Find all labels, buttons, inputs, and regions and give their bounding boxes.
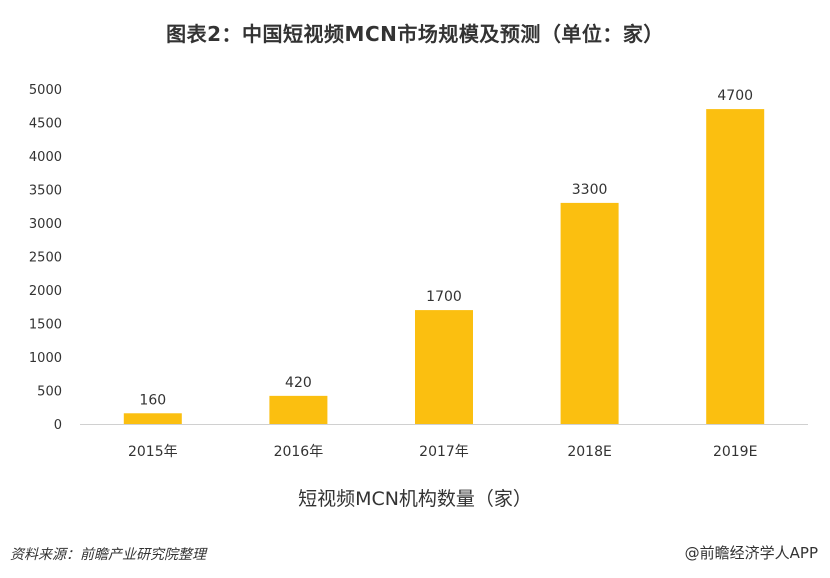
- bar-value-label: 1700: [426, 289, 462, 305]
- bar: [560, 202, 619, 424]
- x-tick-label: 2016年: [274, 444, 324, 460]
- y-tick-label: 3000: [29, 217, 62, 232]
- x-tick-label: 2018E: [567, 444, 611, 460]
- chart-title: 图表2：中国短视频MCN市场规模及预测（单位：家）: [166, 22, 664, 46]
- x-tick-label: 2017年: [419, 444, 469, 460]
- y-tick-label: 1000: [29, 351, 62, 366]
- source-note: 资料来源：前瞻产业研究院整理: [10, 547, 206, 563]
- y-tick-label: 3500: [29, 184, 62, 199]
- bar-chart: 0 500 1000 1500 2000 2500 3000 3500 4000 4500 5000…: [29, 83, 808, 460]
- bar: [415, 310, 473, 424]
- y-axis: 0 500 1000 1500 2000 2500 3000 3500 4000 4500 5000: [29, 83, 62, 433]
- credit-note: @前瞻经济学人APP: [684, 544, 818, 562]
- bar: [123, 413, 182, 424]
- y-tick-label: 4500: [29, 117, 62, 132]
- bars: 160 420 1700 3300 4700: [123, 88, 765, 424]
- x-tick-label: 2019E: [713, 444, 757, 460]
- y-tick-label: 5000: [29, 83, 62, 98]
- x-tick-label: 2015年: [128, 444, 178, 460]
- bar-value-label: 420: [285, 375, 312, 391]
- bar: [269, 395, 328, 424]
- y-tick-label: 500: [37, 385, 62, 400]
- x-axis: 2015年 2016年 2017年 2018E 2019E: [80, 424, 808, 460]
- y-tick-label: 2500: [29, 251, 62, 266]
- y-tick-label: 4000: [29, 150, 62, 165]
- bar-value-label: 4700: [717, 88, 753, 104]
- legend-label: 短视频MCN机构数量（家）: [298, 488, 532, 510]
- y-tick-label: 0: [54, 418, 62, 433]
- y-tick-label: 2000: [29, 284, 62, 299]
- bar: [706, 109, 765, 424]
- bar-value-label: 3300: [572, 182, 608, 198]
- y-tick-label: 1500: [29, 318, 62, 333]
- bar-value-label: 160: [139, 392, 166, 408]
